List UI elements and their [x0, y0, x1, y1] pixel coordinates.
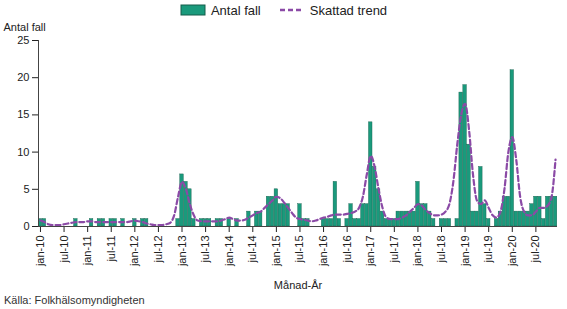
html-text:Källa: Folkhälsomyndigheten: Källa: Folkhälsomyndigheten	[4, 294, 145, 306]
svg-text:jul-19: jul-19	[482, 236, 494, 264]
svg-text:jan-19: jan-19	[459, 236, 471, 268]
svg-text:jul-17: jul-17	[388, 236, 400, 264]
svg-text:jul-10: jul-10	[58, 236, 70, 264]
svg-text:jul-20: jul-20	[529, 236, 541, 264]
svg-text:20: 20	[17, 71, 29, 83]
svg-text:0: 0	[23, 220, 29, 232]
svg-text:jan-18: jan-18	[411, 236, 423, 268]
svg-text:jan-10: jan-10	[34, 236, 46, 268]
svg-text:jul-12: jul-12	[152, 236, 164, 264]
svg-text:jul-16: jul-16	[341, 236, 353, 264]
svg-text:jan-20: jan-20	[506, 236, 518, 268]
svg-text:jul-11: jul-11	[105, 236, 117, 263]
html-text:Skattad trend: Skattad trend	[309, 2, 388, 18]
svg-text:Antal fall: Antal fall	[4, 21, 46, 33]
svg-text:jan-12: jan-12	[128, 236, 140, 268]
svg-text:jan-16: jan-16	[317, 236, 329, 268]
svg-text:jul-18: jul-18	[435, 236, 447, 264]
svg-text:15: 15	[17, 108, 29, 120]
svg-text:jan-15: jan-15	[270, 236, 282, 268]
svg-text:jul-13: jul-13	[199, 236, 211, 264]
svg-text:jul-14: jul-14	[246, 236, 258, 264]
svg-text:jan-14: jan-14	[223, 236, 235, 268]
svg-text:10: 10	[17, 146, 29, 158]
svg-text:Månad-År: Månad-År	[274, 279, 323, 291]
svg-text:25: 25	[17, 34, 29, 46]
html-text:Antal fall: Antal fall	[210, 2, 261, 18]
svg-text:jul-15: jul-15	[293, 236, 305, 264]
svg-text:5: 5	[23, 183, 29, 195]
svg-text:jan-17: jan-17	[364, 236, 376, 268]
svg-text:jan-13: jan-13	[176, 236, 188, 268]
svg-text:jan-11: jan-11	[81, 236, 93, 267]
